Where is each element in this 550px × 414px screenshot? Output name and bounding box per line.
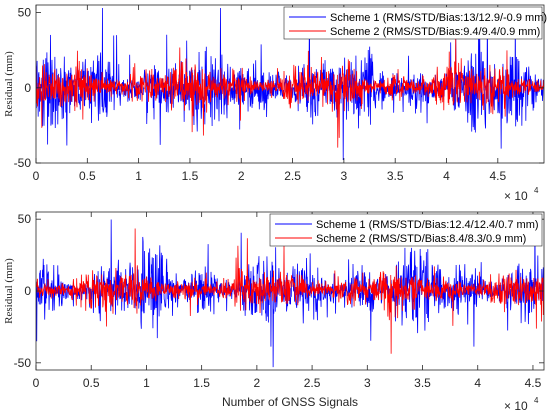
x-tick-label: 2.5	[304, 376, 321, 390]
x-tick-label: 3	[364, 376, 371, 390]
x-tick-label: 2.5	[284, 169, 301, 183]
y-tick-label: -50	[14, 156, 32, 170]
x-tick-label: 0.5	[79, 169, 96, 183]
x-tick-label: 1	[135, 169, 142, 183]
x-tick-label: 4	[474, 376, 481, 390]
x-tick-label: 3	[341, 169, 348, 183]
x-tick-label: 0	[33, 376, 40, 390]
x-tick-label: 4	[443, 169, 450, 183]
axes-box	[35, 4, 545, 164]
x-axis-label: Number of GNSS Signals	[222, 395, 358, 409]
series-line-2	[36, 228, 544, 354]
y-tick-label: 50	[18, 212, 32, 226]
x-tick-label: 2	[254, 376, 261, 390]
x-tick-label: 3.5	[414, 376, 431, 390]
y-axis-label: Residual (mm)	[3, 51, 15, 117]
x-tick-label: 3.5	[387, 169, 404, 183]
series-line-2	[36, 36, 544, 148]
legend-entry-2: Scheme 2 (RMS/STD/Bias:8.4/8.3/0.9 mm)	[316, 233, 526, 245]
x-tick-label: 2	[238, 169, 245, 183]
x-tick-label: 1.5	[182, 169, 199, 183]
y-tick-label: 0	[24, 81, 31, 95]
x-tick-label: 4.5	[489, 169, 506, 183]
x-tick-label: 1	[143, 376, 150, 390]
x-tick-label: 4.5	[525, 376, 542, 390]
x-tick-label: 0.5	[83, 376, 100, 390]
legend: Scheme 1 (RMS/STD/Bias:12.4/12.4/0.7 mm)…	[269, 213, 543, 247]
x-tick-label: 1.5	[193, 376, 210, 390]
x-axis-multiplier-exponent: 4	[534, 396, 539, 405]
x-axis-multiplier-exponent: 4	[534, 186, 539, 195]
legend: Scheme 1 (RMS/STD/Bias:13/12.9/-0.9 mm) S…	[283, 6, 547, 40]
x-axis-multiplier: × 10	[504, 399, 528, 413]
x-tick-label: 0	[33, 169, 40, 183]
y-tick-label: -50	[14, 356, 32, 370]
legend-entry-1: Scheme 1 (RMS/STD/Bias:12.4/12.4/0.7 mm)	[316, 219, 539, 231]
legend-entry-1: Scheme 1 (RMS/STD/Bias:13/12.9/-0.9 mm)	[330, 12, 547, 24]
y-tick-label: 50	[18, 6, 32, 20]
legend-entry-2: Scheme 2 (RMS/STD/Bias:9.4/9.4/0.9 mm)	[330, 26, 540, 38]
y-axis-label: Residual (mm)	[3, 258, 15, 324]
y-tick-label: 0	[24, 284, 31, 298]
x-axis-multiplier: × 10	[504, 189, 528, 203]
